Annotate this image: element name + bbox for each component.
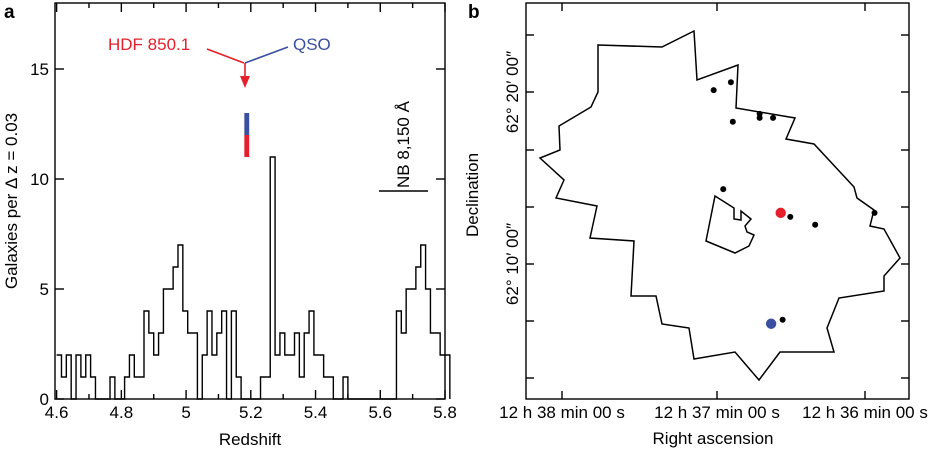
galaxy-point <box>727 79 734 86</box>
panel-b-ticks <box>526 3 909 399</box>
nb-filter-label: NB 8,150 Å <box>394 100 413 188</box>
x-tick-label: 5.6 <box>368 403 392 422</box>
galaxy-point <box>871 209 878 216</box>
x-axis-label-a: Redshift <box>219 430 282 449</box>
arrow-head-icon <box>240 76 250 88</box>
qso-pointer-line <box>244 46 289 64</box>
galaxy-point <box>720 186 727 193</box>
galaxy-point <box>770 114 777 121</box>
y-tick-label: 0 <box>40 390 49 409</box>
highlight-segment-blue <box>244 113 250 135</box>
panel-a-tick-labels: 4.6 4.8 5 5.2 5.4 5.6 5.8 0 5 10 15 <box>30 60 457 422</box>
panel-a-frame <box>54 2 446 400</box>
galaxy-point <box>710 87 717 94</box>
x-tick-label: 4.8 <box>110 403 134 422</box>
y-tick-label: 10 <box>30 170 49 189</box>
panel-a-label: a <box>4 2 15 23</box>
x-tick-label: 5.4 <box>304 403 328 422</box>
hdf-pointer-line <box>206 48 245 64</box>
y-axis-label-a: Galaxies per Δ z = 0.03 <box>2 113 21 289</box>
y-tick-label: 15 <box>30 60 49 79</box>
y-axis-label-b: Declination <box>463 153 482 237</box>
hdf850-marker <box>775 207 786 219</box>
y-tick-label: 5 <box>40 280 49 299</box>
highlight-segment-red <box>244 135 250 157</box>
inner-region-outline <box>705 194 755 254</box>
x-axis-label-b: Right ascension <box>653 429 774 448</box>
ra-tick-1: 12 h 38 min 00 s <box>499 403 625 422</box>
ra-tick-2: 12 h 37 min 00 s <box>654 403 780 422</box>
galaxy-point <box>756 114 763 121</box>
panel-b-label: b <box>468 2 480 23</box>
dec-tick-1: 62° 10′ 00″ <box>503 223 522 305</box>
galaxy-point <box>812 221 819 228</box>
galaxy-points <box>710 79 878 323</box>
x-tick-label: 5.8 <box>433 403 457 422</box>
galaxy-point <box>779 316 786 323</box>
x-tick-label: 5 <box>181 403 190 422</box>
histogram-outline <box>56 156 451 400</box>
highlight-bar-segments <box>244 113 250 157</box>
galaxy-point <box>787 213 794 220</box>
qso-marker <box>765 318 777 329</box>
panel-b-frame <box>525 2 910 400</box>
x-tick-label: 5.2 <box>239 403 263 422</box>
field-outline <box>538 29 901 382</box>
hdf-label: HDF 850.1 <box>108 35 190 54</box>
ra-tick-3: 12 h 36 min 00 s <box>802 403 928 422</box>
qso-label: QSO <box>293 35 331 54</box>
panel-a-ticks <box>55 3 446 400</box>
dec-tick-2: 62° 20′ 00″ <box>503 51 522 133</box>
galaxy-point <box>729 118 736 125</box>
x-tick-label: 4.6 <box>45 403 69 422</box>
